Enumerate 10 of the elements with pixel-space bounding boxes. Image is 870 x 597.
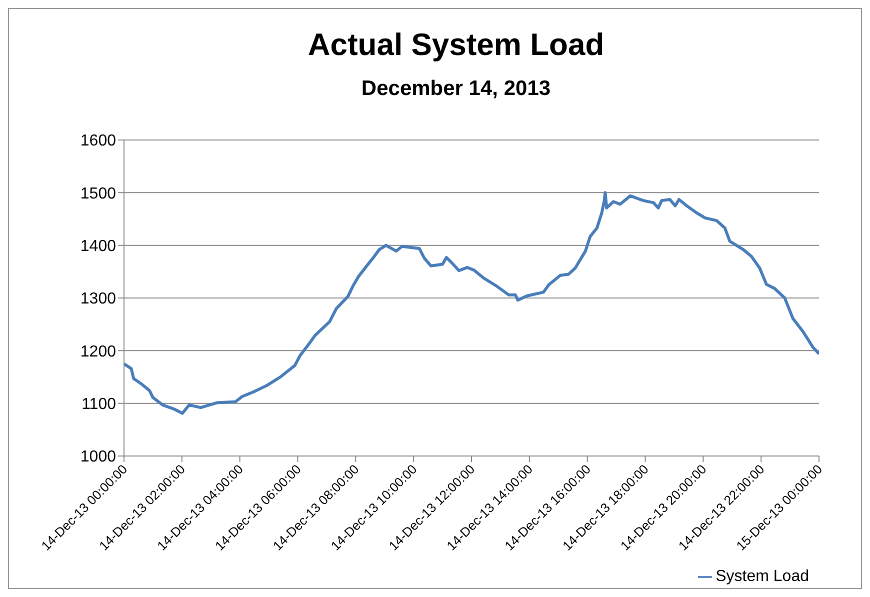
y-tick-label: 1100 [82, 396, 116, 414]
chart-title: Actual System Load [306, 27, 606, 63]
legend-label: System Load [716, 568, 809, 585]
y-tick-label: 1300 [80, 290, 116, 308]
y-tick-label: 1000 [80, 448, 116, 466]
y-tick-label: 1200 [80, 343, 116, 360]
chart-subtitle: December 14, 2013 [360, 77, 552, 101]
y-tick-label: 1400 [80, 238, 116, 256]
y-tick-label: 1500 [80, 185, 116, 202]
y-tick-label: 1600 [80, 132, 116, 150]
